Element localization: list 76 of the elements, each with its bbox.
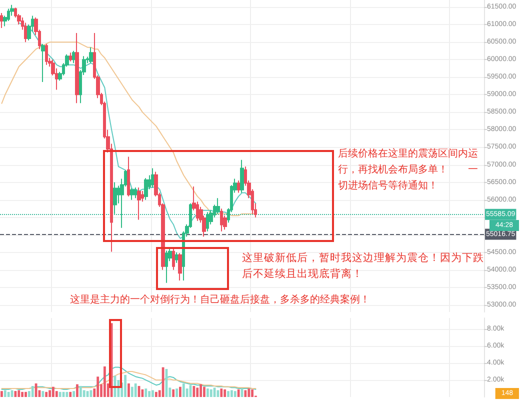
bar xyxy=(148,391,151,397)
bar xyxy=(224,389,226,397)
line-series xyxy=(18,22,256,239)
bar xyxy=(79,386,82,397)
bar xyxy=(200,384,202,397)
candlestick xyxy=(134,187,137,199)
bar xyxy=(130,386,134,397)
bar xyxy=(251,389,254,397)
candlestick xyxy=(144,178,148,200)
bar xyxy=(182,383,185,397)
candlestick xyxy=(45,43,48,66)
bar xyxy=(18,390,20,397)
bar xyxy=(0,391,3,397)
annotation: 后续价格在这里的震荡区间内运行，再找机会布局多单！ 一切进场信号等待通知！ xyxy=(338,148,478,192)
bar xyxy=(179,386,182,397)
bar xyxy=(244,390,247,397)
bar xyxy=(82,390,86,397)
bar xyxy=(103,366,106,397)
bar xyxy=(48,390,51,397)
bar xyxy=(42,391,44,397)
bar xyxy=(144,388,148,397)
bar xyxy=(76,384,78,397)
candlestick xyxy=(69,52,72,62)
candlestick xyxy=(240,159,244,194)
annotation: 这里破新低后，暂时我这边理解为震仓！因为下跌后不延续且出现底背离！ xyxy=(242,251,484,280)
bar xyxy=(172,389,175,397)
bar xyxy=(248,388,250,397)
candlestick xyxy=(0,12,3,29)
candlestick xyxy=(216,198,220,214)
candlestick xyxy=(206,212,209,232)
bar xyxy=(24,392,27,397)
candlestick xyxy=(220,208,223,232)
candlestick xyxy=(89,46,93,64)
bar xyxy=(66,392,68,397)
candlestick xyxy=(137,187,141,220)
candlestick xyxy=(172,248,175,270)
bar xyxy=(55,391,58,397)
bar xyxy=(21,392,24,397)
bar xyxy=(192,386,196,397)
bar xyxy=(134,383,137,397)
candlestick xyxy=(165,250,168,284)
bar xyxy=(128,383,130,397)
bar xyxy=(176,388,178,397)
bar xyxy=(31,386,34,397)
bar xyxy=(7,392,10,397)
candlestick xyxy=(178,252,182,281)
candlestick xyxy=(113,182,117,214)
bar xyxy=(69,392,72,397)
candlestick xyxy=(127,156,130,197)
bar xyxy=(206,388,209,397)
annotation: 这里是主力的一个对倒行为！自己砸盘后接盘，多杀多的经典案例！ xyxy=(70,294,370,306)
bar xyxy=(45,392,48,397)
bar xyxy=(234,391,236,397)
bar xyxy=(237,389,240,397)
bar xyxy=(4,390,6,397)
bar xyxy=(72,391,75,397)
bar xyxy=(58,392,62,397)
bar xyxy=(124,374,126,397)
line-series xyxy=(1,366,256,390)
bar xyxy=(196,388,199,397)
bar xyxy=(52,386,54,397)
candlestick xyxy=(130,188,134,200)
bar xyxy=(14,391,17,397)
line-series xyxy=(1,42,256,216)
candlestick xyxy=(75,32,79,104)
bar xyxy=(230,390,233,397)
bar xyxy=(203,386,206,397)
bar xyxy=(220,388,223,397)
line-series xyxy=(1,371,256,390)
bar xyxy=(96,376,100,397)
bar xyxy=(152,390,154,397)
candlestick xyxy=(41,43,45,83)
candlestick xyxy=(237,180,240,194)
bar xyxy=(154,392,158,397)
bar xyxy=(227,391,230,397)
bar xyxy=(210,389,212,397)
